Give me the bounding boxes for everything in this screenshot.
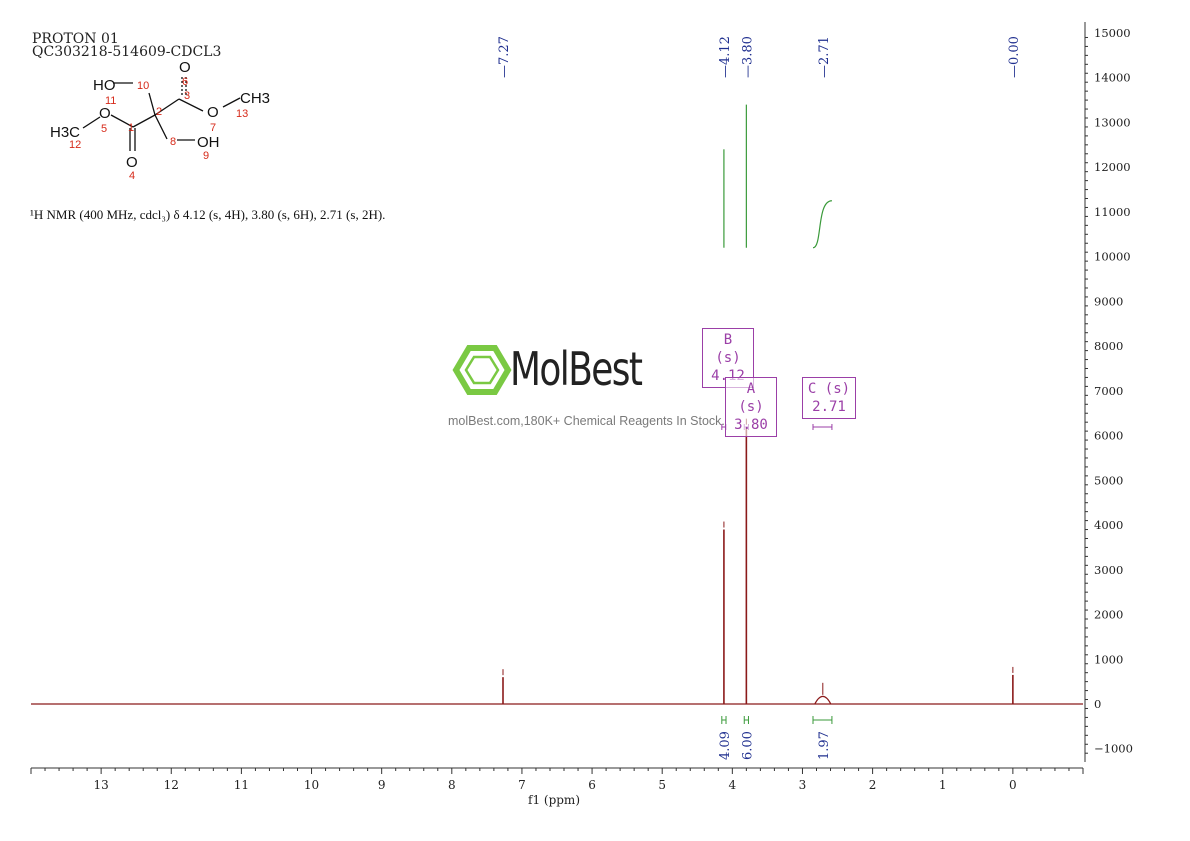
atom-number-7: 7 [210, 122, 216, 134]
peak-box-c: C (s) 2.71 [802, 377, 856, 419]
atom-number-13: 13 [236, 108, 248, 120]
x-tick-label: 9 [378, 778, 386, 792]
ch3-right-label: CH3 [240, 90, 270, 107]
oh-label: OH [197, 134, 220, 151]
spectrum-peak [814, 695, 832, 705]
y-tick-label: 15000 [1094, 26, 1131, 40]
integral-value: 4.09 [718, 731, 733, 760]
atom-number-1: 1 [128, 122, 134, 134]
atom-number-9: 9 [203, 150, 209, 162]
nmr-description: ¹H NMR (400 MHz, cdcl₃) δ 4.12 (s, 4H), … [30, 207, 386, 222]
x-tick-label: 8 [448, 778, 456, 792]
y-tick-label: 7000 [1094, 384, 1123, 398]
y-tick-label: 1000 [1094, 652, 1123, 666]
peak-label: —7.27 [497, 36, 512, 78]
x-tick-label: 13 [93, 778, 108, 792]
peak-label-group: —3.80 [740, 36, 755, 78]
y-tick-label: 11000 [1094, 205, 1131, 219]
y-tick-label: 3000 [1094, 563, 1123, 577]
ester-o-right: O [207, 104, 219, 121]
x-tick-label: 3 [799, 778, 807, 792]
integral-label-group: 1.97 [817, 731, 832, 760]
y-tick-label: 5000 [1094, 473, 1123, 487]
x-tick-label: 7 [518, 778, 526, 792]
y-tick-label: 12000 [1094, 160, 1131, 174]
sample-id: QC303218-514609-CDCL3 [32, 44, 222, 60]
x-tick-label: 1 [939, 778, 947, 792]
ester-o-left: O [99, 105, 111, 122]
x-tick-label: 11 [234, 778, 249, 792]
peak-box-c-label: C (s) [807, 381, 851, 397]
carbonyl-o-bottom: O [126, 154, 138, 171]
atom-number-2: 2 [156, 106, 162, 118]
y-tick-label: 0 [1094, 697, 1101, 711]
atom-number-8: 8 [170, 136, 176, 148]
atom-number-3: 3 [184, 90, 190, 102]
y-tick-label: 6000 [1094, 429, 1123, 443]
atom-number-12: 12 [69, 139, 81, 151]
x-tick-label: 10 [304, 778, 319, 792]
peak-label-group: —7.27 [497, 36, 512, 78]
peak-box-a-value: 3.80 [734, 417, 768, 433]
chemical-structure: HO OH CH3 H3C O O O O 1 2 3 4 5 6 7 8 9 … [50, 59, 270, 182]
integral-label-group: 6.00 [740, 731, 755, 760]
atom-number-4: 4 [129, 170, 135, 182]
y-tick-label: 2000 [1094, 608, 1123, 622]
y-tick-label: −1000 [1094, 742, 1133, 756]
watermark-tagline: molBest.com,180K+ Chemical Reagents In S… [448, 414, 725, 428]
y-tick-label: 9000 [1094, 294, 1123, 308]
integral-value: 6.00 [740, 731, 755, 760]
peak-box-a: A (s) 3.80 [725, 377, 777, 437]
h3c-left-label: H3C [50, 124, 80, 141]
integral-label-group: 4.09 [718, 731, 733, 760]
y-tick-label: 8000 [1094, 339, 1123, 353]
peak-label: —3.80 [740, 36, 755, 78]
y-tick-label: 4000 [1094, 518, 1123, 532]
peak-box-a-label: A (s) [738, 381, 764, 415]
x-tick-label: 12 [164, 778, 179, 792]
atom-number-5: 5 [101, 123, 107, 135]
watermark-brand: MolBest [510, 342, 643, 396]
peak-label-group: —2.71 [817, 36, 832, 78]
integral-curve [812, 200, 833, 249]
molbest-logo-icon [452, 345, 512, 395]
x-tick-label: 2 [869, 778, 877, 792]
peak-box-c-value: 2.71 [812, 399, 846, 415]
y-tick-label: 14000 [1094, 71, 1131, 85]
peak-box-b-label: B (s) [715, 332, 741, 366]
atom-number-6: 6 [182, 76, 188, 88]
x-tick-label: 0 [1009, 778, 1017, 792]
x-tick-label: 6 [588, 778, 596, 792]
y-tick-label: 10000 [1094, 250, 1131, 264]
peak-label: —0.00 [1007, 36, 1022, 78]
integral-value: 1.97 [817, 731, 832, 760]
x-tick-label: 5 [658, 778, 666, 792]
y-tick-label: 13000 [1094, 115, 1131, 129]
peak-label-group: —0.00 [1007, 36, 1022, 78]
atom-number-11: 11 [105, 95, 116, 107]
carbonyl-o-top: O [179, 59, 191, 76]
atom-number-10: 10 [137, 80, 149, 92]
x-tick-label: 4 [729, 778, 737, 792]
peak-label: —2.71 [817, 36, 832, 78]
peak-label-group: —4.12 [718, 36, 733, 78]
experiment-title: PROTON 01 [32, 31, 119, 47]
peak-label: —4.12 [718, 36, 733, 78]
x-axis-label: f1 (ppm) [528, 793, 580, 807]
ho-label: HO [93, 77, 116, 94]
